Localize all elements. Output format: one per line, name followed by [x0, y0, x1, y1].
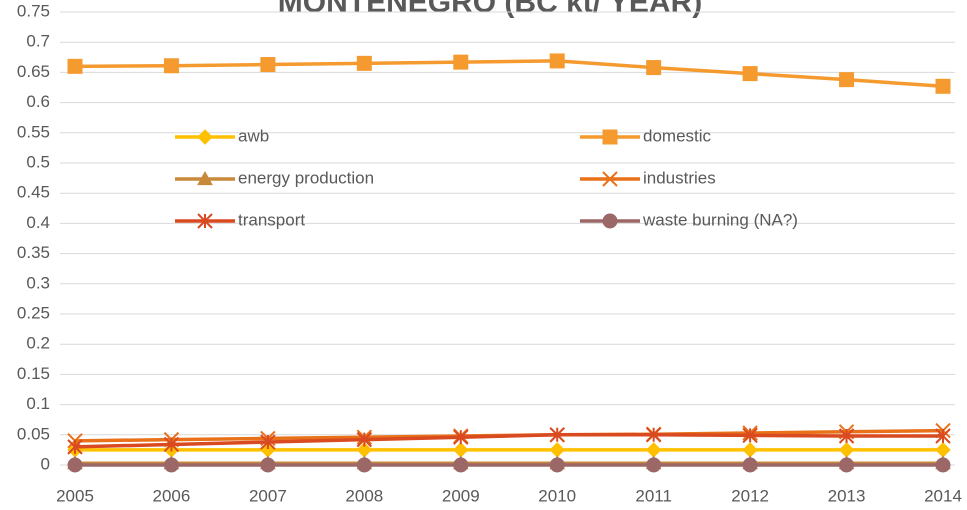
data-point	[935, 457, 951, 473]
y-tick-label: 0.4	[26, 213, 50, 232]
data-point	[549, 442, 565, 458]
data-point	[935, 442, 951, 458]
data-point	[67, 457, 83, 473]
y-tick-label: 0.45	[17, 183, 50, 202]
y-tick-label: 0.35	[17, 243, 50, 262]
y-tick-label: 0.6	[26, 92, 50, 111]
x-tick-label: 2012	[731, 486, 769, 505]
legend-marker	[602, 213, 618, 229]
data-point	[839, 72, 855, 88]
data-point	[549, 457, 565, 473]
y-tick-label: 0.15	[17, 364, 50, 383]
legend-marker	[197, 129, 213, 145]
data-point	[742, 66, 758, 82]
y-tick-label: 0.55	[17, 122, 50, 141]
data-point	[356, 457, 372, 473]
data-point	[549, 427, 565, 443]
data-point	[163, 58, 179, 74]
y-tick-label: 0.65	[17, 62, 50, 81]
data-point	[838, 428, 855, 444]
y-tick-label: 0.5	[26, 152, 50, 171]
legend-label: energy production	[238, 168, 374, 187]
data-point	[453, 442, 469, 458]
data-point	[935, 78, 951, 94]
y-tick-label: 0.25	[17, 303, 50, 322]
series-line	[74, 59, 944, 89]
data-point	[163, 436, 180, 453]
data-point	[742, 442, 758, 458]
data-point	[356, 55, 372, 71]
legend-label: transport	[238, 210, 305, 229]
data-point	[935, 428, 951, 444]
data-point	[163, 457, 179, 473]
y-tick-label: 0.3	[26, 273, 50, 292]
x-tick-label: 2005	[56, 486, 94, 505]
legend-label: domestic	[643, 126, 712, 145]
legend-marker	[197, 213, 213, 229]
data-point	[260, 457, 276, 473]
x-tick-label: 2010	[538, 486, 576, 505]
data-point	[260, 57, 276, 73]
data-point	[839, 457, 855, 473]
legend-label: industries	[643, 168, 716, 187]
x-tick-label: 2014	[924, 486, 962, 505]
chart-title: MONTENEGRO (BC kt/ YEAR)	[278, 0, 702, 19]
series-line	[74, 433, 943, 449]
x-tick-label: 2007	[249, 486, 287, 505]
data-point	[260, 434, 276, 450]
y-tick-label: 0.7	[26, 32, 50, 51]
y-tick-label: 0.1	[26, 394, 50, 413]
x-tick-label: 2013	[828, 486, 866, 505]
x-tick-label: 2008	[345, 486, 383, 505]
y-tick-label: 0	[41, 454, 50, 473]
data-point	[453, 429, 469, 445]
legend-marker	[602, 129, 618, 145]
legend-label: awb	[238, 126, 269, 145]
x-tick-label: 2011	[635, 486, 672, 505]
legend-label: waste burning (NA?)	[642, 210, 798, 229]
x-tick-label: 2009	[442, 486, 480, 505]
data-point	[67, 58, 83, 74]
data-point	[645, 427, 662, 443]
data-point	[549, 53, 565, 69]
data-point	[742, 457, 758, 473]
x-tick-label: 2006	[153, 486, 191, 505]
data-point	[646, 60, 662, 76]
legend-marker	[197, 170, 213, 186]
data-point	[742, 427, 758, 444]
data-point	[838, 442, 855, 458]
y-tick-label: 0.05	[17, 424, 50, 443]
data-point	[453, 54, 469, 70]
data-point	[453, 457, 469, 473]
legend-marker	[602, 171, 618, 187]
data-point	[67, 439, 83, 455]
data-point	[356, 431, 373, 448]
data-point	[646, 457, 662, 473]
y-tick-label: 0.2	[26, 334, 50, 353]
data-point	[645, 442, 662, 458]
y-tick-label: 0.75	[17, 1, 50, 20]
